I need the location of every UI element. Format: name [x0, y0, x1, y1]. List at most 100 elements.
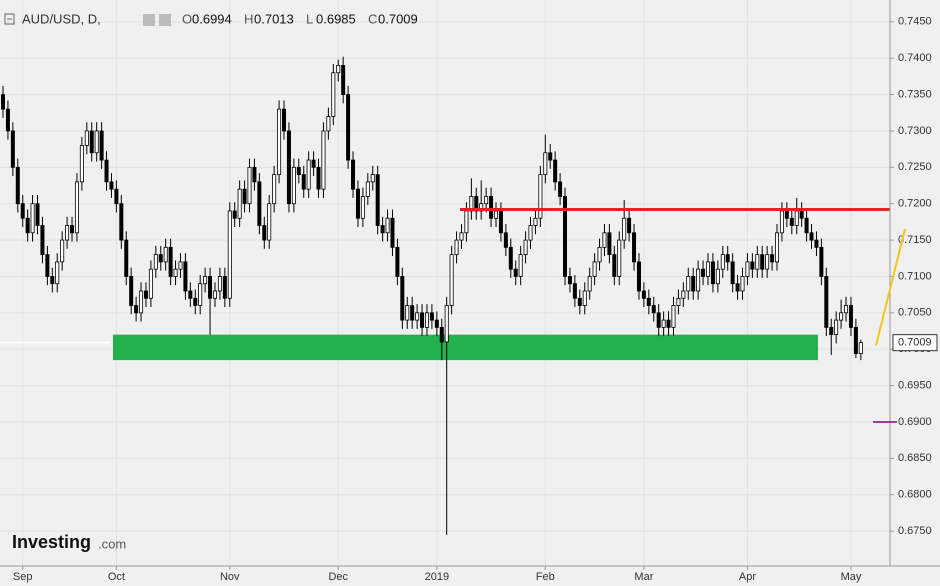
- support-zone: [113, 334, 818, 361]
- candle-body: [424, 312, 429, 328]
- candle-body: [449, 254, 454, 306]
- candle-body: [262, 225, 267, 241]
- candle-body: [829, 326, 834, 336]
- candle-body: [301, 174, 306, 190]
- candle-body: [267, 203, 272, 241]
- candle-body: [173, 268, 178, 277]
- candle-body: [543, 152, 548, 176]
- candle-body: [814, 239, 819, 248]
- candle-body: [341, 65, 346, 95]
- candle-body: [636, 261, 641, 292]
- candle-body: [183, 261, 188, 292]
- candle-body: [143, 290, 148, 299]
- candle-body: [148, 268, 153, 299]
- candle-body: [74, 181, 79, 234]
- x-tick-label: Oct: [108, 571, 125, 583]
- candle-body: [272, 174, 277, 205]
- ohlc-label: O: [182, 11, 192, 26]
- y-tick-label: 0.6900: [898, 416, 932, 428]
- candle-body: [212, 290, 217, 299]
- candle-body: [390, 217, 395, 248]
- candle-body: [370, 174, 375, 183]
- candle-body: [129, 276, 134, 306]
- candle-body: [434, 319, 439, 328]
- candle-body: [464, 210, 469, 234]
- candle-body: [360, 196, 365, 219]
- candle-body: [35, 203, 40, 226]
- last-price-box: [892, 334, 938, 352]
- candle-body: [311, 159, 316, 168]
- candle-body: [804, 217, 809, 234]
- x-tick-label: Dec: [328, 571, 348, 583]
- candle-body: [203, 276, 208, 285]
- candle-body: [119, 203, 124, 241]
- candle-body: [513, 268, 518, 277]
- candle-body: [296, 166, 301, 176]
- candle-body: [153, 254, 158, 270]
- candle-body: [518, 254, 523, 277]
- settings-icon[interactable]: [143, 14, 155, 26]
- candle-body: [178, 261, 183, 270]
- candle-body: [70, 225, 75, 234]
- x-tick-label: Mar: [634, 571, 653, 583]
- candle-body: [617, 239, 622, 277]
- candle-body: [331, 72, 336, 117]
- candle-body: [710, 261, 715, 285]
- marks: [0, 56, 890, 535]
- candle-body: [444, 305, 449, 343]
- candle-body: [222, 276, 227, 299]
- candle-body: [681, 290, 686, 299]
- candle-body: [656, 312, 661, 328]
- candle-body: [429, 312, 434, 321]
- candle-body: [355, 188, 360, 219]
- candle-body: [10, 130, 15, 168]
- candle-body: [454, 239, 459, 256]
- candle-body: [612, 254, 617, 277]
- y-tick-label: 0.6850: [898, 452, 932, 464]
- candle-body: [567, 276, 572, 285]
- candle-body: [691, 276, 696, 292]
- y-tick-label: 0.6750: [898, 525, 932, 537]
- candle-body: [696, 268, 701, 292]
- candle-body: [750, 261, 755, 270]
- settings-icon[interactable]: [159, 14, 171, 26]
- candle-body: [701, 268, 706, 277]
- candle-body: [720, 254, 725, 270]
- candle-body: [30, 203, 35, 234]
- candle-body: [114, 188, 119, 205]
- candle-body: [188, 290, 193, 299]
- candle-body: [533, 217, 538, 226]
- candle-body: [597, 246, 602, 263]
- candle-body: [839, 312, 844, 321]
- candle-body: [745, 261, 750, 277]
- candle-body: [548, 152, 553, 161]
- last-price-label: 0.7009: [898, 337, 932, 349]
- candle-body: [760, 254, 765, 270]
- candle-body: [848, 305, 853, 328]
- candle-body: [439, 326, 444, 343]
- candle-body: [99, 130, 104, 161]
- y-tick-label: 0.7200: [898, 198, 932, 210]
- candle-body: [607, 232, 612, 256]
- candle-body: [459, 232, 464, 241]
- candle-body: [316, 166, 321, 190]
- candle-body: [572, 283, 577, 299]
- candle-body: [735, 283, 740, 292]
- menu-icon: [4, 13, 15, 25]
- candle-body: [410, 305, 415, 321]
- candle-body: [484, 196, 489, 205]
- candle-body: [134, 305, 139, 314]
- candle-body: [528, 225, 533, 241]
- candle-body: [794, 210, 799, 226]
- candle-body: [84, 130, 89, 146]
- candle-body: [632, 232, 637, 263]
- y-tick-label: 0.7250: [898, 161, 932, 173]
- candle-body: [55, 261, 60, 285]
- candle-body: [346, 94, 351, 161]
- candle-body: [725, 254, 730, 263]
- candle-body: [799, 210, 804, 219]
- candle-body: [79, 145, 84, 183]
- x-tick-label: Nov: [220, 571, 240, 583]
- candle-body: [641, 290, 646, 299]
